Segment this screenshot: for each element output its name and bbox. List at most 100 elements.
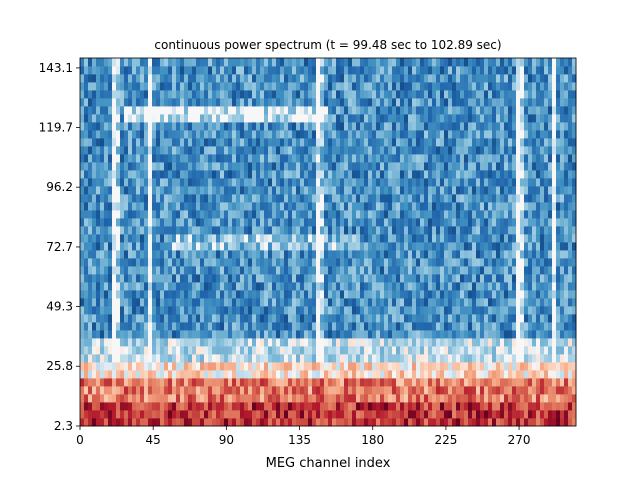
heatmap-cell — [260, 354, 265, 363]
heatmap-cell — [492, 370, 497, 379]
heatmap-cell — [472, 162, 477, 171]
heatmap-cell — [420, 250, 425, 259]
heatmap-cell — [312, 218, 317, 227]
heatmap-cell — [256, 122, 261, 131]
heatmap-cell — [516, 410, 521, 419]
heatmap-cell — [200, 130, 205, 139]
heatmap-cell — [476, 130, 481, 139]
heatmap-cell — [204, 194, 209, 203]
heatmap-cell — [312, 362, 317, 371]
heatmap-cell — [416, 186, 421, 195]
heatmap-cell — [124, 378, 129, 387]
heatmap-cell — [556, 234, 561, 243]
heatmap-cell — [480, 258, 485, 267]
heatmap-cell — [512, 242, 517, 251]
heatmap-cell — [340, 138, 345, 147]
heatmap-cell — [432, 394, 437, 403]
heatmap-cell — [556, 258, 561, 267]
heatmap-cell — [292, 146, 297, 155]
heatmap-cell — [500, 186, 505, 195]
heatmap-cell — [472, 322, 477, 331]
heatmap-cell — [508, 330, 513, 339]
heatmap-cell — [104, 274, 109, 283]
heatmap-cell — [92, 258, 97, 267]
heatmap-cell — [188, 314, 193, 323]
heatmap-cell — [356, 338, 361, 347]
heatmap-cell — [284, 242, 289, 251]
heatmap-cell — [200, 370, 205, 379]
heatmap-cell — [212, 282, 217, 291]
heatmap-cell — [204, 258, 209, 267]
heatmap-cell — [116, 146, 121, 155]
heatmap-cell — [176, 306, 181, 315]
heatmap-cell — [316, 274, 321, 283]
heatmap-cell — [508, 266, 513, 275]
heatmap-cell — [132, 418, 137, 427]
heatmap-cell — [568, 274, 573, 283]
heatmap-cell — [536, 354, 541, 363]
heatmap-cell — [116, 330, 121, 339]
heatmap-cell — [280, 114, 285, 123]
heatmap-cell — [120, 106, 125, 115]
heatmap-cell — [212, 114, 217, 123]
heatmap-cell — [200, 322, 205, 331]
heatmap-cell — [412, 266, 417, 275]
heatmap-cell — [200, 250, 205, 259]
heatmap-cell — [232, 218, 237, 227]
heatmap-cell — [112, 114, 117, 123]
heatmap-cell — [404, 282, 409, 291]
heatmap-cell — [420, 258, 425, 267]
heatmap-cell — [408, 322, 413, 331]
heatmap-cell — [352, 314, 357, 323]
heatmap-cell — [268, 242, 273, 251]
heatmap-cell — [188, 266, 193, 275]
heatmap-cell — [496, 130, 501, 139]
heatmap-cell — [264, 242, 269, 251]
heatmap-cell — [408, 194, 413, 203]
heatmap-cell — [100, 258, 105, 267]
heatmap-cell — [168, 394, 173, 403]
heatmap-cell — [124, 314, 129, 323]
heatmap-cell — [88, 162, 93, 171]
heatmap-cell — [212, 378, 217, 387]
heatmap-cell — [160, 154, 165, 163]
heatmap-cell — [148, 266, 153, 275]
heatmap-cell — [496, 306, 501, 315]
heatmap-cell — [248, 338, 253, 347]
heatmap-cell — [524, 370, 529, 379]
heatmap-cell — [272, 250, 277, 259]
heatmap-cell — [504, 242, 509, 251]
heatmap-cell — [120, 218, 125, 227]
heatmap-cell — [164, 338, 169, 347]
heatmap-cell — [428, 418, 433, 427]
heatmap-cell — [532, 402, 537, 411]
heatmap-cell — [276, 138, 281, 147]
heatmap-cell — [296, 210, 301, 219]
heatmap-cell — [116, 266, 121, 275]
heatmap-cell — [560, 282, 565, 291]
heatmap-cell — [508, 394, 513, 403]
heatmap-cell — [508, 386, 513, 395]
heatmap-cell — [240, 298, 245, 307]
heatmap-cell — [168, 370, 173, 379]
heatmap-cell — [376, 106, 381, 115]
heatmap-cell — [236, 186, 241, 195]
heatmap-cell — [180, 178, 185, 187]
heatmap-cell — [200, 274, 205, 283]
heatmap-cell — [252, 402, 257, 411]
heatmap-cell — [572, 250, 577, 259]
heatmap-cell — [280, 234, 285, 243]
heatmap-cell — [572, 114, 577, 123]
heatmap-cell — [80, 410, 85, 419]
heatmap-cell — [480, 378, 485, 387]
heatmap-cell — [288, 162, 293, 171]
heatmap-cell — [220, 250, 225, 259]
heatmap-cell — [276, 106, 281, 115]
heatmap-cell — [556, 178, 561, 187]
heatmap-cell — [504, 266, 509, 275]
heatmap-cell — [312, 194, 317, 203]
heatmap-cell — [272, 410, 277, 419]
heatmap-cell — [408, 138, 413, 147]
heatmap-cell — [572, 362, 577, 371]
heatmap-cell — [188, 298, 193, 307]
